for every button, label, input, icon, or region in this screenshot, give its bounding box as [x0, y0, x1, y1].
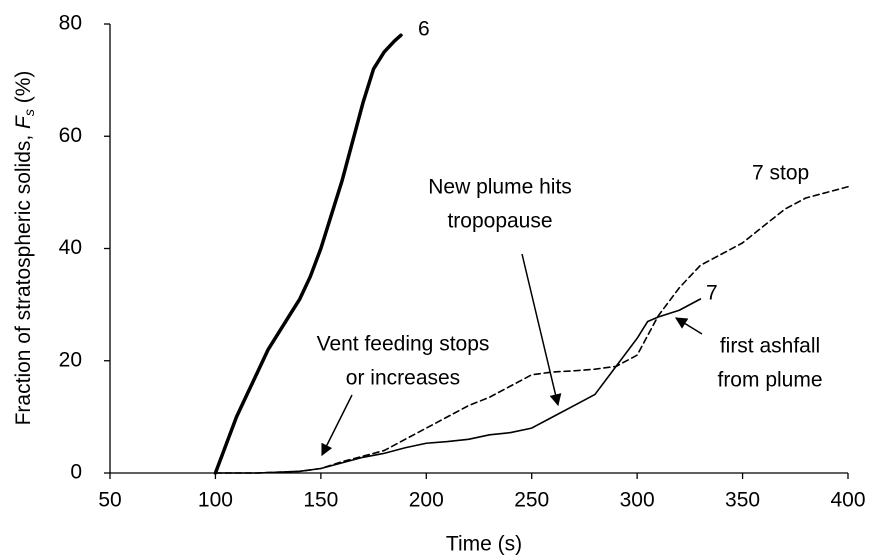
annotation: New plume hits — [428, 176, 572, 199]
annotation: from plume — [717, 369, 822, 392]
series-label: 7 stop — [752, 162, 809, 185]
x-axis-title: Time (s) — [446, 533, 522, 556]
y-title-text: Fraction of stratospheric solids, — [12, 129, 35, 425]
annotation: Vent feeding stops — [317, 333, 490, 356]
y-title-unit: (%) — [12, 71, 35, 110]
y-title-subscript: s — [21, 109, 37, 116]
annotation: tropopause — [447, 210, 552, 233]
y-tick-label: 60 — [59, 124, 82, 147]
annotation-arrow — [674, 317, 703, 335]
x-tick-label: 250 — [514, 489, 549, 512]
x-tick-label: 150 — [303, 489, 338, 512]
series-line — [214, 185, 849, 474]
series-line — [213, 33, 403, 475]
series-label: 6 — [418, 18, 430, 41]
x-tick-label: 50 — [98, 489, 121, 512]
x-tick-label: 350 — [725, 489, 760, 512]
x-tick-label: 200 — [409, 489, 444, 512]
series-label: 7 — [706, 282, 718, 305]
annotation: or increases — [346, 367, 460, 390]
y-tick-label: 20 — [59, 348, 82, 371]
annotation: first ashfall — [720, 335, 820, 358]
y-tick-label: 40 — [59, 236, 82, 259]
x-tick-label: 100 — [198, 489, 233, 512]
y-tick-label: 80 — [59, 12, 82, 35]
y-axis-title: Fraction of stratospheric solids, Fs (%) — [12, 71, 37, 426]
annotation-arrow — [521, 253, 562, 407]
annotation-arrow — [321, 394, 353, 457]
y-tick-label: 0 — [70, 461, 82, 484]
x-tick-label: 300 — [620, 489, 655, 512]
x-tick-label: 400 — [830, 489, 865, 512]
y-title-symbol: F — [12, 115, 35, 129]
